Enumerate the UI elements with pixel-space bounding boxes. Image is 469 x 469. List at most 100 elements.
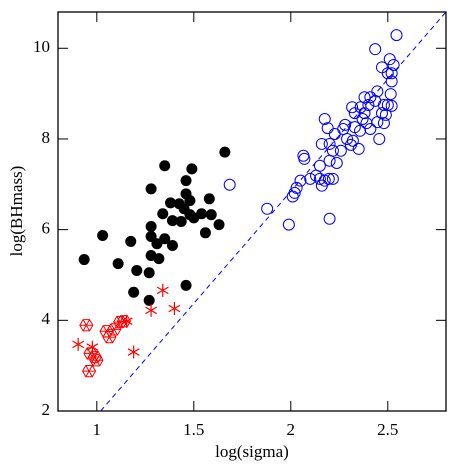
point	[166, 215, 178, 227]
point	[326, 144, 339, 157]
point	[323, 137, 336, 150]
point	[157, 208, 169, 220]
point	[203, 193, 215, 205]
point	[175, 215, 187, 227]
point	[383, 53, 396, 66]
point	[313, 159, 326, 172]
point	[159, 233, 171, 245]
x-axis-label: log(sigma)	[215, 442, 289, 461]
point	[358, 91, 371, 104]
point	[313, 172, 326, 185]
point	[298, 152, 311, 165]
point	[339, 118, 352, 131]
point	[72, 337, 85, 351]
point	[321, 122, 334, 135]
point	[377, 98, 390, 111]
y-tick-label: 10	[33, 37, 50, 56]
point	[213, 219, 225, 231]
point	[131, 264, 143, 276]
point	[358, 107, 371, 120]
point	[102, 330, 117, 344]
point	[86, 340, 99, 354]
point	[127, 345, 140, 359]
y-tick-label: 8	[42, 128, 51, 147]
point	[379, 108, 392, 121]
point	[288, 186, 301, 199]
point	[323, 212, 336, 225]
point	[205, 209, 217, 221]
point	[352, 142, 365, 155]
point	[381, 67, 394, 80]
point	[390, 29, 403, 42]
point	[113, 316, 128, 329]
point	[385, 67, 398, 80]
point	[369, 43, 382, 56]
point	[153, 253, 165, 265]
fit-line	[100, 12, 446, 411]
point	[261, 202, 274, 215]
point	[120, 314, 133, 328]
point	[143, 294, 155, 306]
point	[384, 88, 397, 101]
point	[156, 283, 169, 297]
point	[165, 197, 177, 209]
x-tick-label: 2	[287, 420, 296, 439]
point	[166, 240, 178, 252]
point	[387, 59, 400, 72]
x-tick-label: 2.5	[377, 420, 398, 439]
point	[373, 132, 386, 145]
point	[318, 113, 331, 126]
point	[362, 98, 375, 111]
point	[116, 315, 132, 328]
point	[180, 175, 192, 187]
point	[341, 132, 354, 145]
point	[184, 195, 196, 207]
point	[159, 160, 171, 172]
point	[322, 172, 335, 185]
point	[186, 163, 198, 175]
point	[145, 220, 157, 232]
point	[330, 156, 343, 169]
point	[377, 117, 390, 130]
point	[145, 303, 158, 317]
point	[364, 122, 377, 135]
point	[385, 75, 398, 88]
point	[196, 208, 208, 220]
point	[199, 227, 211, 239]
point	[128, 286, 140, 298]
point	[81, 364, 97, 378]
point	[125, 235, 137, 247]
plot-frame	[57, 11, 447, 412]
point	[315, 137, 328, 150]
point	[89, 354, 104, 367]
point	[79, 319, 94, 332]
point	[294, 174, 307, 187]
point	[326, 172, 339, 185]
point	[168, 302, 181, 316]
point	[223, 178, 236, 191]
point	[143, 267, 155, 279]
y-tick-label: 4	[42, 309, 51, 328]
y-tick-label: 6	[42, 219, 51, 238]
point	[346, 101, 359, 114]
point	[97, 230, 109, 242]
point	[282, 218, 295, 231]
point	[304, 172, 317, 185]
point	[323, 154, 336, 167]
point	[356, 113, 369, 126]
point	[385, 99, 398, 112]
point	[107, 323, 122, 336]
x-tick-label: 1	[93, 420, 102, 439]
y-tick-label: 2	[42, 400, 51, 419]
point	[346, 134, 359, 147]
point	[334, 144, 347, 157]
point	[290, 181, 303, 194]
point	[78, 254, 90, 266]
point	[219, 146, 231, 158]
point	[381, 98, 394, 111]
y-axis-label: log(BHmass)	[7, 166, 26, 257]
point	[371, 85, 384, 98]
point	[180, 279, 192, 291]
